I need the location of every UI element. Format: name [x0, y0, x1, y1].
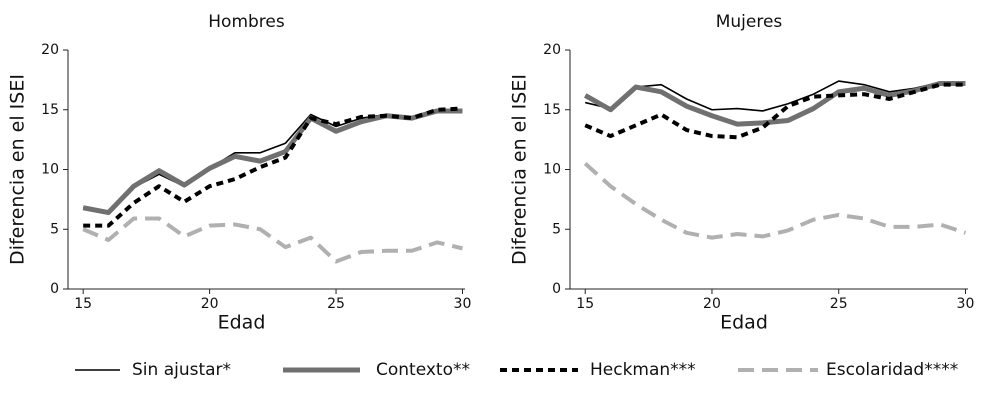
series-line: [82, 216, 463, 264]
x-tick-label: 15: [74, 296, 92, 312]
y-tick-label: 15: [41, 102, 59, 118]
x-tick-label: 20: [201, 296, 219, 312]
series-line: [585, 80, 966, 112]
y-tick-label: 20: [543, 42, 561, 58]
x-tick-label: 30: [454, 296, 472, 312]
chart-title: Hombres: [208, 12, 285, 32]
x-tick-label: 20: [703, 296, 721, 312]
series-line: [82, 108, 463, 216]
chart-title: Mujeres: [716, 12, 783, 32]
x-axis-label: Edad: [720, 312, 768, 334]
series-line: [83, 106, 463, 228]
x-tick-label: 25: [327, 296, 345, 312]
y-tick-label: 10: [543, 162, 561, 178]
y-tick-label: 0: [552, 281, 561, 297]
legend-label: Escolaridad****: [826, 360, 958, 380]
y-tick-label: 5: [552, 221, 561, 237]
y-tick-label: 0: [50, 281, 59, 297]
y-tick-label: 5: [50, 221, 59, 237]
legend-label: Contexto**: [376, 360, 470, 380]
series-line: [584, 82, 966, 140]
series-line: [583, 162, 967, 240]
x-axis-label: Edad: [218, 312, 266, 334]
legend-label: Heckman***: [590, 360, 696, 380]
legend-label: Sin ajustar*: [132, 360, 231, 380]
y-axis-label: Diferencia en el ISEI: [7, 74, 29, 265]
x-tick-label: 25: [830, 296, 848, 312]
y-axis-label: Diferencia en el ISEI: [509, 74, 531, 265]
y-tick-label: 10: [41, 162, 59, 178]
series-line: [583, 80, 966, 127]
x-tick-label: 30: [957, 296, 975, 312]
x-tick-label: 15: [576, 296, 594, 312]
y-tick-label: 15: [543, 102, 561, 118]
y-tick-label: 20: [41, 42, 59, 58]
